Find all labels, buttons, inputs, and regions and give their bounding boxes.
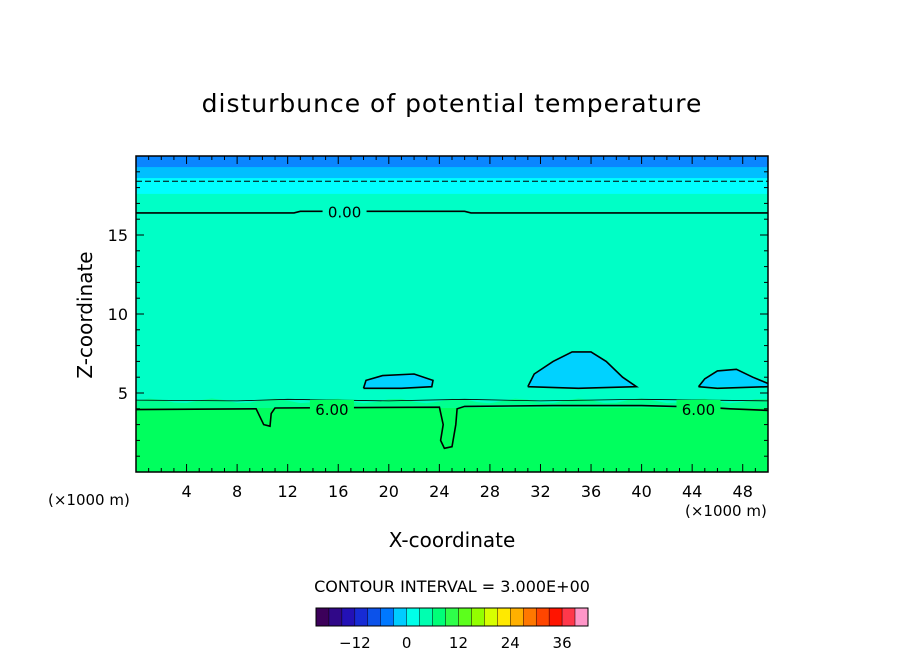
colorbar-tick-label: 36: [553, 634, 572, 652]
colorbar-cell: [548, 607, 563, 627]
y-tick-label: 10: [108, 305, 128, 324]
fill-lower-warm: [136, 408, 768, 472]
contour-bubble-2: [527, 351, 639, 390]
x-tick-label: 40: [631, 482, 651, 501]
colorbar-cell: [354, 607, 369, 627]
contour-label-0: 0.00: [328, 203, 361, 221]
contour-bubble-3-base: [698, 385, 769, 390]
colorbar-tick-label: 12: [449, 634, 468, 652]
x-unit-left: (×1000 m): [48, 491, 130, 509]
x-tick-label: 16: [328, 482, 348, 501]
x-tick-label: 32: [530, 482, 550, 501]
colorbar-cell: [341, 607, 356, 627]
x-tick-label: 8: [232, 482, 242, 501]
fill-bubble-3: [698, 369, 768, 387]
contour-transition: [135, 398, 769, 402]
x-tick-label: 4: [181, 482, 191, 501]
y-axis-ticks: 5 10 15: [108, 171, 768, 457]
x-tick-label: 20: [379, 482, 399, 501]
colorbar-cell: [445, 607, 459, 627]
colorbar-cell: [432, 607, 446, 627]
x-tick-label: 28: [480, 482, 500, 501]
colorbar-tick-label: 0: [402, 634, 412, 652]
colorbar: [315, 607, 589, 627]
colorbar-cell: [367, 607, 381, 627]
colorbar-cell: [419, 607, 433, 627]
contour-bubble-1: [362, 373, 434, 390]
colorbar-cell: [510, 607, 524, 627]
plot-area: 0.00 6.00 6.00: [135, 155, 769, 473]
contour-bubble-3: [697, 368, 769, 388]
x-tick-label: 12: [278, 482, 298, 501]
colorbar-cell: [380, 607, 394, 627]
colorbar-frame: [315, 607, 589, 627]
x-tick-label: 24: [429, 482, 449, 501]
contour-labels: 0.00 6.00 6.00: [309, 202, 721, 419]
x-axis-label: X-coordinate: [389, 528, 516, 552]
colorbar-cell: [406, 607, 420, 627]
colorbar-cell: [523, 607, 537, 627]
colorbar-cell: [315, 607, 330, 627]
y-tick-label: 5: [118, 384, 128, 403]
chart-title: disturbunce of potential temperature: [202, 89, 703, 118]
contour-lines: [135, 180, 769, 450]
colorbar-cell: [535, 607, 550, 627]
colorbar-cell: [328, 607, 343, 627]
colorbar-cell: [458, 607, 472, 627]
contour-interval-text: CONTOUR INTERVAL = 3.000E+00: [314, 577, 590, 596]
fill-bubble-1: [363, 374, 433, 389]
contour-label-bg-2: [676, 399, 721, 417]
contour-six: [135, 404, 769, 450]
colorbar-cell: [484, 607, 498, 627]
x-axis-ticks: 4 8 12 16 20 24 28 32 36 40 44 48: [148, 156, 756, 501]
x-unit-right: (×1000 m): [685, 502, 767, 520]
x-tick-label: 44: [682, 482, 702, 501]
colorbar-cell: [497, 607, 511, 627]
contour-fills: [136, 156, 768, 472]
colorbar-tick-label: −12: [339, 634, 371, 652]
contour-label-bg-0: [322, 202, 367, 220]
contour-label-2: 6.00: [682, 401, 715, 419]
x-tick-label: 36: [581, 482, 601, 501]
colorbar-cell: [574, 607, 589, 627]
contour-label-bg-1: [309, 399, 354, 417]
colorbar-ticks: −12 0 12 24 36: [339, 634, 572, 652]
colorbar-cell: [393, 607, 407, 627]
colorbar-cell: [561, 607, 576, 627]
fill-top-blue: [136, 156, 768, 168]
x-tick-label: 48: [733, 482, 753, 501]
colorbar-cell: [471, 607, 485, 627]
contour-zero: [136, 210, 768, 214]
y-axis-label: Z-coordinate: [73, 251, 97, 378]
y-tick-label: 15: [108, 226, 128, 245]
contour-label-1: 6.00: [315, 401, 348, 419]
colorbar-tick-label: 24: [501, 634, 520, 652]
